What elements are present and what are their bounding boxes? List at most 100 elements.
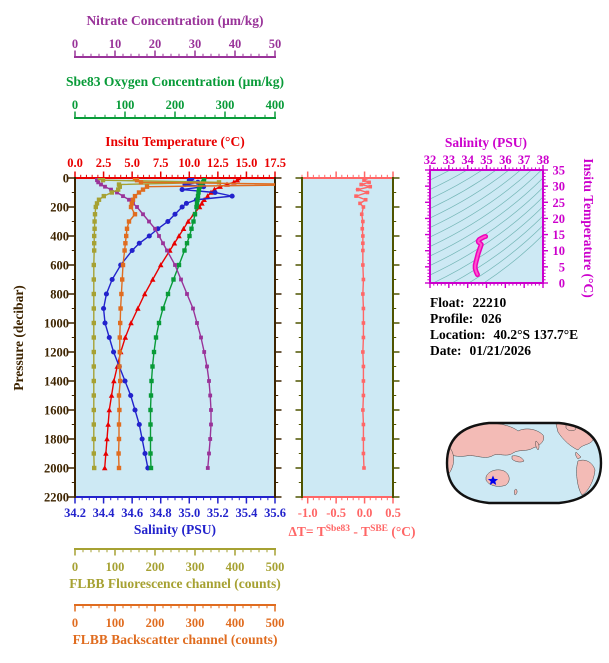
location-line: Location: 40.2°S 137.7°E bbox=[430, 327, 578, 342]
svg-text:20: 20 bbox=[149, 37, 162, 51]
svg-text:1800: 1800 bbox=[44, 433, 69, 447]
location-label: Location: bbox=[430, 327, 486, 342]
svg-text:35.0: 35.0 bbox=[178, 506, 200, 520]
map-land-indonesia bbox=[511, 455, 525, 463]
location-value: 40.2°S 137.7°E bbox=[494, 327, 579, 342]
date-label: Date: bbox=[430, 343, 461, 358]
svg-text:400: 400 bbox=[226, 560, 245, 574]
svg-text:1600: 1600 bbox=[44, 404, 69, 418]
plots-layer bbox=[68, 50, 548, 612]
svg-text:20: 20 bbox=[553, 212, 566, 226]
svg-text:50: 50 bbox=[269, 37, 282, 51]
svg-text:200: 200 bbox=[146, 616, 165, 630]
svg-text:-1.0: -1.0 bbox=[298, 506, 318, 520]
svg-text:600: 600 bbox=[50, 259, 69, 273]
delta-t-sup1: Sbe83 bbox=[326, 524, 351, 534]
svg-text:2000: 2000 bbox=[44, 462, 69, 476]
fluorescence-axis-title: FLBB Fluorescence channel (counts) bbox=[69, 576, 281, 591]
svg-text:500: 500 bbox=[266, 616, 285, 630]
svg-text:40: 40 bbox=[229, 37, 242, 51]
svg-text:100: 100 bbox=[116, 98, 135, 112]
svg-text:30: 30 bbox=[189, 37, 202, 51]
svg-text:10.0: 10.0 bbox=[178, 156, 200, 170]
svg-text:34.4: 34.4 bbox=[93, 506, 116, 520]
svg-text:10: 10 bbox=[553, 244, 566, 258]
salinity-axis-title: Salinity (PSU) bbox=[134, 522, 216, 537]
svg-text:1200: 1200 bbox=[44, 346, 69, 360]
map-land-central-america bbox=[575, 451, 582, 460]
svg-text:300: 300 bbox=[186, 560, 205, 574]
delta-t-sup2: SBE bbox=[370, 524, 388, 534]
map-land-australia bbox=[485, 469, 510, 487]
svg-text:34: 34 bbox=[461, 153, 474, 167]
float-value: 22210 bbox=[473, 295, 507, 310]
svg-text:7.5: 7.5 bbox=[153, 156, 169, 170]
map-outline bbox=[445, 421, 603, 505]
svg-text:100: 100 bbox=[106, 616, 125, 630]
svg-text:200: 200 bbox=[146, 560, 165, 574]
svg-text:25: 25 bbox=[553, 196, 566, 210]
svg-text:0: 0 bbox=[72, 98, 78, 112]
svg-text:800: 800 bbox=[50, 288, 69, 302]
svg-text:0: 0 bbox=[72, 37, 78, 51]
svg-text:-0.5: -0.5 bbox=[326, 506, 346, 520]
svg-text:2.5: 2.5 bbox=[96, 156, 112, 170]
delta-t-label-part: ΔT= T bbox=[288, 524, 325, 539]
svg-text:10: 10 bbox=[109, 37, 122, 51]
date-value: 01/21/2026 bbox=[469, 343, 531, 358]
delta-t-label-part: - T bbox=[350, 524, 370, 539]
svg-text:35.6: 35.6 bbox=[264, 506, 286, 520]
profile-line: Profile: 026 bbox=[430, 311, 502, 326]
profile-value: 026 bbox=[481, 311, 502, 326]
backscatter-axis-title: FLBB Backscatter channel (counts) bbox=[73, 632, 278, 647]
svg-text:500: 500 bbox=[266, 560, 285, 574]
svg-text:400: 400 bbox=[266, 98, 285, 112]
float-label: Float: bbox=[430, 295, 465, 310]
ts-salinity-axis-title: Salinity (PSU) bbox=[445, 135, 527, 150]
pressure-axis-title: Pressure (decibar) bbox=[11, 285, 26, 391]
svg-text:34.8: 34.8 bbox=[150, 506, 172, 520]
delta-t-label-part: (°C) bbox=[388, 524, 416, 539]
svg-text:38: 38 bbox=[537, 153, 550, 167]
svg-text:2200: 2200 bbox=[44, 491, 69, 505]
svg-text:1400: 1400 bbox=[44, 375, 69, 389]
oxygen-axis-title: Sbe83 Oxygen Concentration (μm/kg) bbox=[66, 74, 284, 89]
svg-text:33: 33 bbox=[443, 153, 456, 167]
float-location-marker bbox=[487, 475, 499, 485]
temperature-axis-title: Insitu Temperature (°C) bbox=[105, 134, 244, 149]
svg-text:34.2: 34.2 bbox=[64, 506, 86, 520]
svg-text:15.0: 15.0 bbox=[235, 156, 257, 170]
svg-text:0.5: 0.5 bbox=[385, 506, 401, 520]
float-info-block: Float: 22210 Profile: 026 Location: 40.2°S … bbox=[430, 295, 578, 358]
delta-t-axis-title: ΔT= TSbe83 - TSBE (°C) bbox=[288, 524, 415, 539]
svg-text:34.6: 34.6 bbox=[121, 506, 143, 520]
svg-text:400: 400 bbox=[50, 230, 69, 244]
map-land-new-zealand bbox=[514, 488, 518, 496]
svg-text:15: 15 bbox=[553, 228, 566, 242]
svg-text:5.0: 5.0 bbox=[124, 156, 140, 170]
svg-text:200: 200 bbox=[50, 201, 69, 215]
map-land-south-america bbox=[576, 459, 596, 496]
svg-text:0: 0 bbox=[559, 277, 565, 291]
svg-text:32: 32 bbox=[424, 153, 437, 167]
svg-text:35: 35 bbox=[553, 164, 566, 178]
svg-text:0.0: 0.0 bbox=[357, 506, 373, 520]
svg-text:35.2: 35.2 bbox=[207, 506, 229, 520]
svg-text:0: 0 bbox=[72, 616, 78, 630]
ts-temperature-axis-title: Insitu Temperature (°C) bbox=[581, 158, 596, 297]
svg-text:5: 5 bbox=[559, 260, 565, 274]
svg-text:30: 30 bbox=[553, 180, 566, 194]
svg-text:1000: 1000 bbox=[44, 317, 69, 331]
date-line: Date: 01/21/2026 bbox=[430, 343, 531, 358]
svg-text:0.0: 0.0 bbox=[67, 156, 83, 170]
svg-text:400: 400 bbox=[226, 616, 245, 630]
svg-text:17.5: 17.5 bbox=[264, 156, 286, 170]
map-land-japan bbox=[535, 440, 540, 451]
svg-text:35: 35 bbox=[480, 153, 493, 167]
svg-text:0: 0 bbox=[72, 560, 78, 574]
world-map bbox=[445, 421, 603, 505]
svg-text:200: 200 bbox=[166, 98, 185, 112]
